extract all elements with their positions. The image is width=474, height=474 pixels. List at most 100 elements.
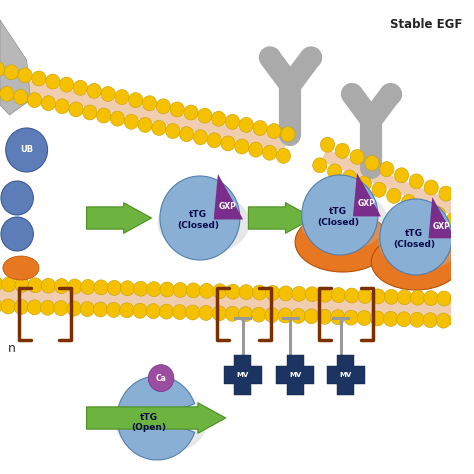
Circle shape — [1, 181, 33, 215]
Circle shape — [265, 308, 279, 322]
Text: tTG
(Closed): tTG (Closed) — [393, 229, 435, 248]
Circle shape — [450, 292, 465, 307]
Circle shape — [0, 299, 2, 313]
Circle shape — [41, 96, 55, 111]
Circle shape — [186, 283, 201, 298]
Circle shape — [94, 280, 108, 295]
Circle shape — [331, 288, 346, 302]
Circle shape — [15, 277, 29, 292]
Circle shape — [401, 194, 416, 210]
Circle shape — [380, 199, 452, 275]
Circle shape — [46, 74, 60, 89]
Circle shape — [160, 282, 174, 297]
Circle shape — [380, 162, 394, 177]
Circle shape — [41, 300, 55, 315]
Circle shape — [394, 168, 409, 183]
Circle shape — [276, 148, 291, 164]
Text: MV: MV — [237, 372, 249, 378]
Circle shape — [449, 313, 464, 328]
Circle shape — [424, 291, 438, 306]
Polygon shape — [0, 20, 30, 115]
Circle shape — [226, 284, 240, 299]
Circle shape — [0, 276, 3, 292]
Wedge shape — [117, 376, 195, 460]
Circle shape — [252, 285, 266, 300]
Circle shape — [320, 137, 335, 152]
Circle shape — [81, 280, 95, 294]
Ellipse shape — [295, 212, 390, 272]
Circle shape — [305, 287, 319, 302]
Circle shape — [199, 305, 213, 320]
Circle shape — [133, 303, 147, 318]
Circle shape — [439, 186, 453, 201]
Ellipse shape — [378, 213, 461, 271]
FancyArrowPatch shape — [87, 403, 226, 433]
Circle shape — [1, 217, 33, 251]
Circle shape — [221, 136, 235, 151]
Circle shape — [302, 175, 378, 255]
Circle shape — [263, 145, 277, 160]
Circle shape — [235, 139, 249, 154]
Polygon shape — [224, 355, 262, 395]
Circle shape — [397, 312, 411, 327]
Circle shape — [350, 149, 364, 164]
Circle shape — [6, 128, 47, 172]
Circle shape — [358, 289, 372, 303]
Circle shape — [265, 285, 280, 301]
Circle shape — [147, 282, 161, 297]
Circle shape — [120, 303, 134, 318]
Polygon shape — [0, 73, 287, 152]
Circle shape — [55, 99, 69, 114]
Circle shape — [93, 302, 108, 317]
Text: tTG
(Closed): tTG (Closed) — [317, 207, 359, 227]
Circle shape — [180, 127, 194, 142]
Ellipse shape — [300, 190, 387, 250]
Text: GXP: GXP — [357, 199, 375, 208]
Text: MV: MV — [339, 372, 352, 378]
Circle shape — [238, 307, 253, 322]
Circle shape — [134, 281, 148, 296]
Circle shape — [80, 301, 94, 317]
Circle shape — [87, 83, 101, 99]
Circle shape — [416, 201, 430, 216]
Circle shape — [372, 182, 386, 197]
Text: n: n — [8, 341, 16, 355]
Circle shape — [211, 111, 226, 126]
Text: tTG
(Closed): tTG (Closed) — [177, 210, 219, 230]
Circle shape — [454, 192, 468, 207]
Circle shape — [397, 290, 411, 305]
Circle shape — [186, 305, 200, 320]
Circle shape — [318, 309, 332, 324]
Circle shape — [328, 164, 342, 179]
Polygon shape — [428, 197, 455, 238]
Circle shape — [128, 92, 143, 108]
Circle shape — [160, 176, 240, 260]
Circle shape — [344, 310, 358, 325]
Circle shape — [357, 176, 372, 191]
Circle shape — [423, 313, 438, 328]
Polygon shape — [327, 355, 365, 395]
Circle shape — [120, 281, 135, 296]
Circle shape — [82, 105, 97, 120]
Circle shape — [357, 310, 372, 326]
Polygon shape — [353, 173, 381, 217]
Circle shape — [67, 301, 81, 316]
Text: GXP: GXP — [219, 202, 237, 211]
Text: MV: MV — [289, 372, 301, 378]
Circle shape — [291, 309, 305, 323]
Circle shape — [32, 71, 46, 86]
Circle shape — [318, 287, 332, 302]
Circle shape — [370, 311, 384, 326]
Polygon shape — [0, 288, 457, 317]
Text: C-Cbl: C-Cbl — [330, 237, 356, 246]
Circle shape — [1, 299, 15, 314]
Circle shape — [193, 130, 208, 145]
Circle shape — [27, 92, 42, 108]
Circle shape — [0, 86, 14, 101]
Circle shape — [170, 102, 184, 117]
Circle shape — [387, 188, 401, 203]
Circle shape — [68, 279, 82, 294]
Circle shape — [253, 120, 267, 136]
Ellipse shape — [115, 392, 207, 455]
Circle shape — [173, 304, 187, 319]
